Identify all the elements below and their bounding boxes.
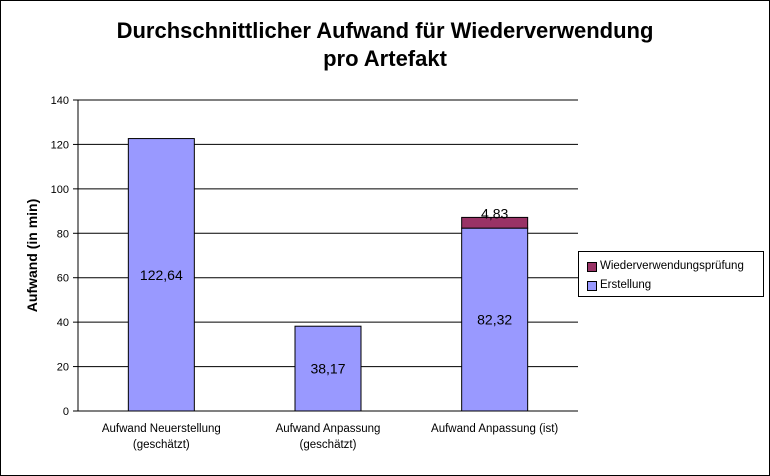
data-label-erstellung-1: 38,17 [310,361,345,377]
data-label-wiederverwendungsprüfung-2: 4,83 [481,205,508,221]
legend-label-wiederverwendungspruefung: Wiederverwendungsprüfung [600,260,744,272]
ytick-label-40: 40 [57,317,69,329]
category-label-2-0: Aufwand Anpassung (ist) [431,423,558,435]
ytick-label-100: 100 [51,184,69,196]
category-label-0-1: (geschätzt) [133,439,190,451]
ytick-label-140: 140 [51,95,69,107]
bar-erstellung-1 [294,325,362,412]
category-label-1-1: (geschätzt) [300,439,357,451]
category-label-1-0: Aufwand Anpassung [276,423,381,435]
ytick-label-60: 60 [57,273,69,285]
bar-erstellung-2 [461,227,529,412]
data-label-erstellung-0: 122,64 [140,267,183,283]
ytick-label-80: 80 [57,228,69,240]
chart-legend: Wiederverwendungsprüfung Erstellung [578,251,764,297]
chart-title-line1: Durchschnittlicher Aufwand für Wiederver… [116,18,654,43]
ytick-label-0: 0 [63,406,69,418]
bar-wiederverwendungsprüfung-2 [461,216,529,229]
legend-label-erstellung: Erstellung [600,279,652,291]
category-label-0-0: Aufwand Neuerstellung [102,423,221,435]
legend-swatch-erstellung [587,281,597,291]
ytick-label-20: 20 [57,362,69,374]
ytick-label-120: 120 [51,139,69,151]
data-label-erstellung-2: 82,32 [477,312,512,328]
y-axis-label: Aufwand (in min) [24,199,40,313]
legend-swatch-wiederverwendungspruefung [587,262,597,272]
bar-erstellung-0 [127,138,195,412]
chart-title-line2: pro Artefakt [323,46,447,71]
